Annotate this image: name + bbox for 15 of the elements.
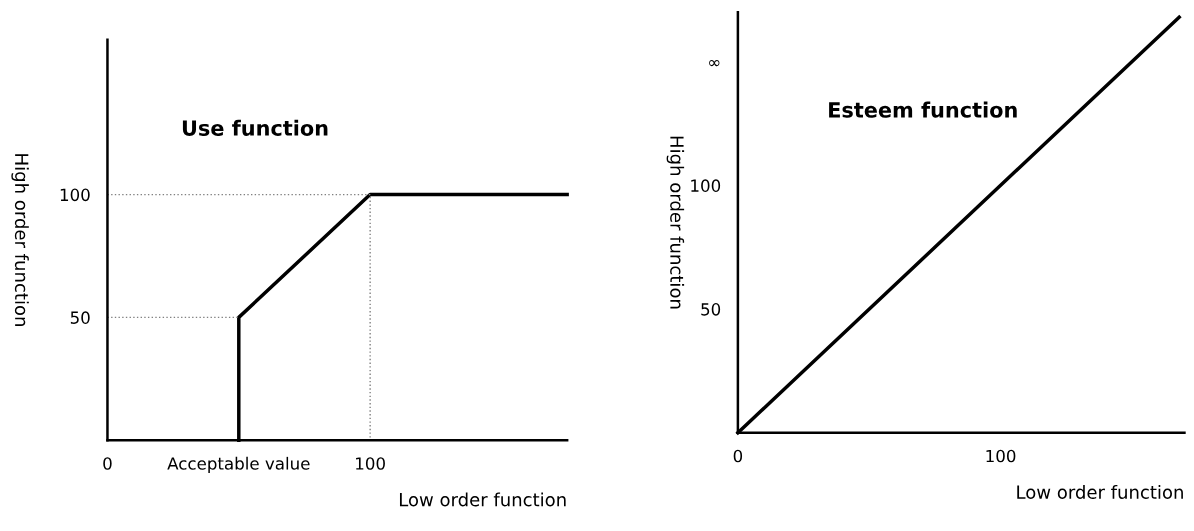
x-tick-label: 0 [103, 457, 112, 470]
y-axis-title: High order function [11, 154, 29, 326]
y-tick-label: ∞ [709, 59, 720, 67]
x-tick-label: Acceptable value [167, 456, 310, 473]
text: Esteem function [829, 101, 1017, 118]
y-tick-label: 50 [701, 303, 721, 316]
x-tick-label: 100 [986, 449, 1016, 463]
y-tick-label: 100 [691, 179, 721, 192]
text: Use function [182, 119, 328, 136]
y-tick-label: 50 [70, 311, 90, 324]
x-tick-label: 100 [356, 457, 385, 470]
x-axis-title: Low order function [1017, 485, 1183, 499]
y-axis-title: High order function [666, 136, 685, 309]
x-tick-label: 0 [733, 449, 743, 463]
x-axis-title: Low order function [399, 492, 566, 507]
